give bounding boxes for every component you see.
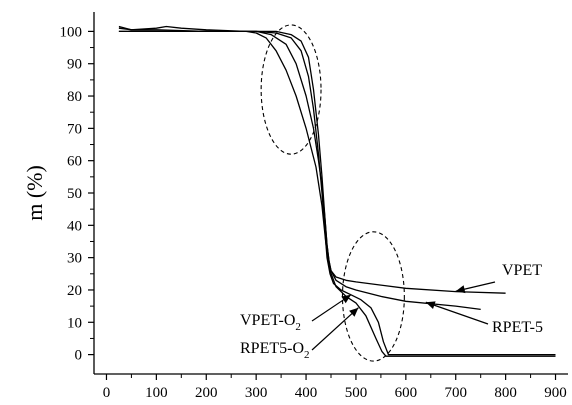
y-ticks: 0 10 20 30 40 50 60 70 80 90 100 <box>60 24 94 364</box>
y-tick-label: 70 <box>67 121 82 137</box>
x-tick-label: 800 <box>494 385 517 401</box>
x-tick-label: 700 <box>444 385 467 401</box>
y-tick-label: 60 <box>67 154 82 170</box>
annotation-arrowhead <box>341 294 351 304</box>
annotation-arrowhead <box>349 307 359 317</box>
y-tick-label: 0 <box>75 348 83 364</box>
annotation-rpet5o2: RPET5-O2 <box>240 307 359 361</box>
x-tick-label: 100 <box>145 385 168 401</box>
annotation-arrowhead <box>425 301 436 309</box>
x-tick-label: 600 <box>395 385 418 401</box>
series-lines <box>118 25 556 357</box>
x-tick-label: 200 <box>195 385 218 401</box>
y-tick-label: 100 <box>60 24 83 40</box>
y-tick-label: 40 <box>67 218 82 234</box>
x-tick-label: 500 <box>345 385 368 401</box>
annotation-label: RPET5-O2 <box>240 340 310 361</box>
annotation-rpet5: RPET-5 <box>425 301 543 336</box>
annotation-label: VPET-O2 <box>240 312 301 333</box>
highlight-ellipse <box>341 231 405 362</box>
annotation-arrowhead <box>455 285 466 294</box>
highlight-ellipse <box>260 24 322 155</box>
annotation-arrow-line <box>425 301 489 325</box>
y-tick-label: 80 <box>67 89 82 105</box>
series-line-vpet <box>118 30 506 294</box>
y-tick-label: 50 <box>67 186 82 202</box>
x-tick-label: 0 <box>103 385 111 401</box>
y-tick-label: 30 <box>67 251 82 267</box>
y-tick-label: 90 <box>67 57 82 73</box>
highlight-ellipses <box>260 24 405 362</box>
y-axis-title: m (%) <box>22 165 47 221</box>
x-tick-label: 900 <box>544 385 567 401</box>
x-ticks: 0 100 200 300 400 500 600 700 800 900 <box>103 374 567 401</box>
series-line-rpet-5 <box>118 27 481 311</box>
annotation-label: VPET <box>502 262 542 279</box>
annotations: VPET RPET-5 VPET-O2 RPET5-O2 <box>240 262 543 361</box>
series-line-vpet-o2 <box>118 30 556 356</box>
annotation-arrow-line <box>311 307 359 351</box>
series-line-rpet5-o2 <box>118 25 556 357</box>
annotation-vpet: VPET <box>455 262 542 294</box>
x-tick-label: 400 <box>295 385 318 401</box>
y-tick-label: 20 <box>67 283 82 299</box>
annotation-vpeto2: VPET-O2 <box>240 294 352 333</box>
annotation-label: RPET-5 <box>492 319 543 336</box>
y-tick-label: 10 <box>67 315 82 331</box>
x-tick-label: 300 <box>245 385 268 401</box>
